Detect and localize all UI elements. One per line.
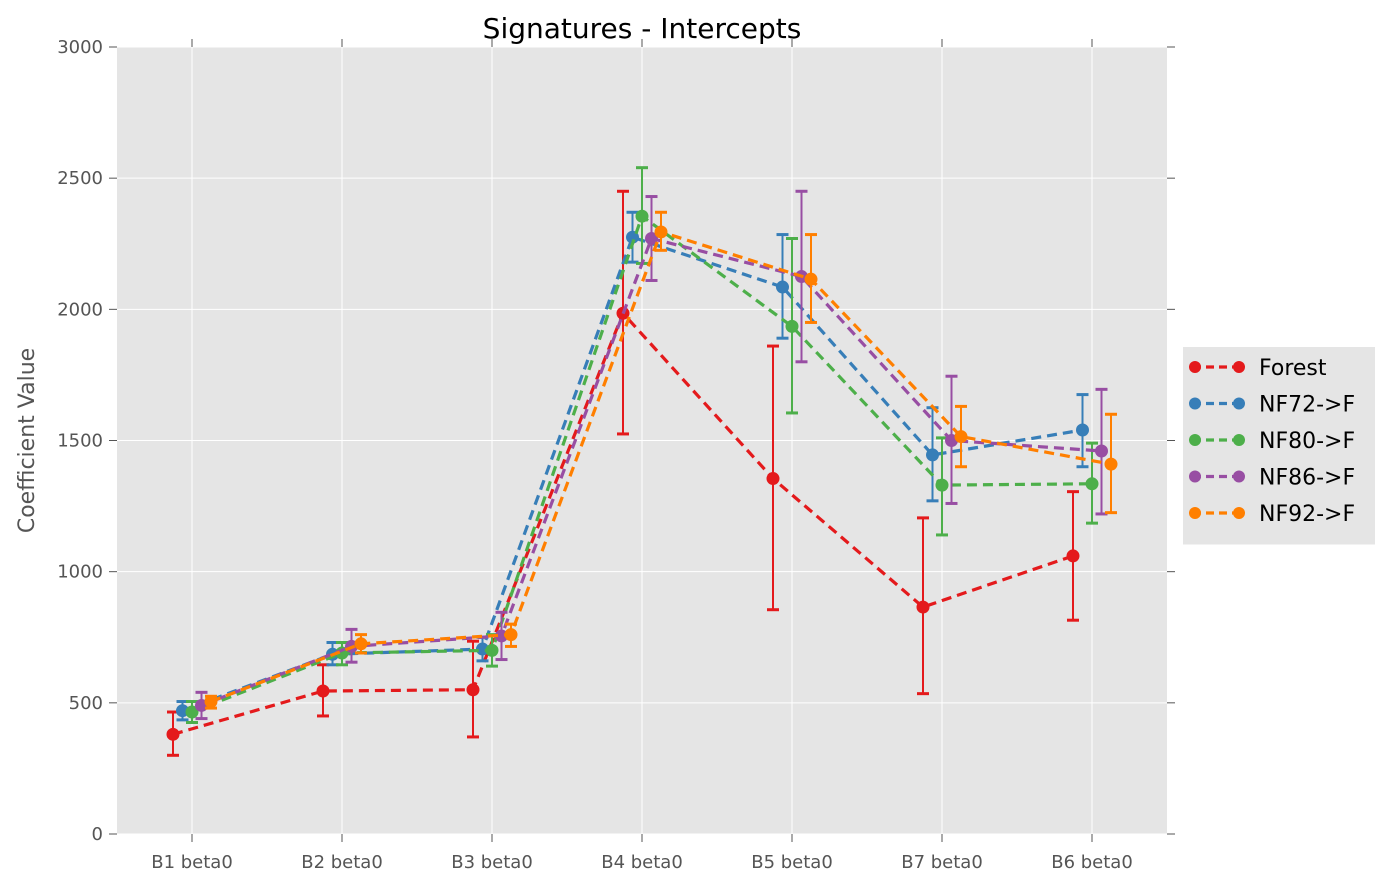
legend-marker bbox=[1233, 434, 1245, 446]
data-point bbox=[766, 472, 780, 486]
y-tick-label: 2000 bbox=[57, 299, 103, 320]
legend-marker bbox=[1233, 397, 1245, 410]
series-layer bbox=[166, 166, 1118, 757]
legend-item: Forest bbox=[1189, 356, 1327, 381]
data-point bbox=[926, 448, 939, 462]
legend-marker bbox=[1189, 470, 1201, 483]
legend-label: NF80->F bbox=[1259, 429, 1355, 454]
data-point bbox=[804, 272, 818, 286]
x-tick-label: B7 beta0 bbox=[901, 852, 983, 873]
series-NF80->F bbox=[185, 166, 1099, 725]
legend-marker bbox=[1233, 470, 1245, 483]
data-point bbox=[466, 683, 480, 697]
grid-lines bbox=[117, 46, 1167, 835]
y-tick-label: 1000 bbox=[57, 562, 103, 583]
axes: 0 500 1000 1500 2000 2500 3000 B1 beta0 B2 beta0… bbox=[57, 37, 1175, 873]
data-point bbox=[316, 684, 330, 698]
legend-item: NF72->F bbox=[1189, 393, 1355, 418]
legend-item: NF80->F bbox=[1189, 429, 1355, 454]
legend-marker bbox=[1189, 434, 1201, 446]
data-point bbox=[635, 209, 649, 223]
data-point bbox=[935, 478, 949, 492]
data-point bbox=[485, 643, 499, 657]
data-point bbox=[1095, 444, 1108, 458]
legend-item: NF86->F bbox=[1189, 466, 1355, 491]
x-tick-label: B4 beta0 bbox=[601, 852, 683, 873]
data-point bbox=[1076, 423, 1089, 437]
x-tick-label: B1 beta0 bbox=[151, 852, 233, 873]
legend: Forest NF72->F NF80->F NF86->F NF92->F bbox=[1183, 347, 1375, 545]
data-point bbox=[954, 430, 968, 444]
data-point bbox=[354, 637, 368, 651]
data-point bbox=[654, 225, 668, 239]
data-point bbox=[1066, 549, 1080, 563]
series-NF92->F bbox=[204, 210, 1118, 710]
data-point bbox=[1085, 477, 1099, 491]
legend-marker bbox=[1189, 507, 1201, 519]
data-point bbox=[204, 695, 218, 709]
x-tick-label: B3 beta0 bbox=[451, 852, 533, 873]
y-tick-label: 500 bbox=[69, 693, 103, 714]
y-tick-label: 0 bbox=[92, 824, 103, 845]
legend-marker bbox=[1233, 507, 1245, 519]
legend-item: NF92->F bbox=[1189, 502, 1355, 527]
data-point bbox=[645, 232, 658, 246]
legend-marker bbox=[1233, 361, 1245, 373]
data-point bbox=[185, 705, 199, 719]
x-tick-label: B6 beta0 bbox=[1051, 852, 1133, 873]
data-point bbox=[776, 280, 789, 294]
data-point bbox=[916, 600, 930, 614]
data-point bbox=[504, 628, 518, 642]
legend-label: NF92->F bbox=[1259, 502, 1355, 527]
y-tick-label: 1500 bbox=[57, 431, 103, 452]
legend-marker bbox=[1189, 397, 1201, 410]
legend-label: NF86->F bbox=[1259, 466, 1355, 491]
data-point bbox=[166, 727, 180, 741]
x-tick-label: B5 beta0 bbox=[751, 852, 833, 873]
data-point bbox=[785, 319, 799, 333]
y-axis-label: Coefficient Value bbox=[15, 348, 40, 533]
legend-label: NF72->F bbox=[1259, 393, 1355, 418]
legend-box bbox=[1183, 347, 1375, 545]
data-point bbox=[1104, 457, 1118, 471]
y-tick-label: 3000 bbox=[57, 37, 103, 58]
legend-marker bbox=[1189, 361, 1201, 373]
x-tick-label: B2 beta0 bbox=[301, 852, 383, 873]
legend-label: Forest bbox=[1259, 356, 1327, 381]
chart-title: Signatures - Intercepts bbox=[483, 12, 802, 45]
y-tick-label: 2500 bbox=[57, 168, 103, 189]
